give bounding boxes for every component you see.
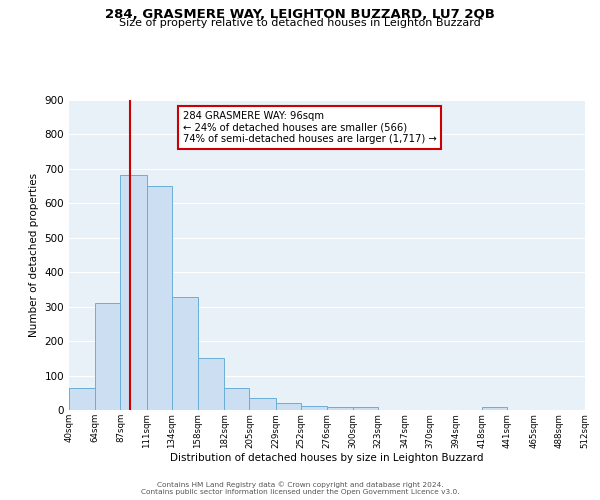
Bar bbox=[353, 407, 379, 410]
Bar bbox=[327, 407, 353, 410]
Bar bbox=[275, 403, 301, 410]
Text: Size of property relative to detached houses in Leighton Buzzard: Size of property relative to detached ho… bbox=[119, 18, 481, 28]
Text: Contains HM Land Registry data © Crown copyright and database right 2024.: Contains HM Land Registry data © Crown c… bbox=[157, 481, 443, 488]
Bar bbox=[250, 398, 275, 410]
Bar bbox=[301, 406, 327, 410]
Text: 284 GRASMERE WAY: 96sqm
← 24% of detached houses are smaller (566)
74% of semi-d: 284 GRASMERE WAY: 96sqm ← 24% of detache… bbox=[182, 111, 436, 144]
Y-axis label: Number of detached properties: Number of detached properties bbox=[29, 173, 39, 337]
X-axis label: Distribution of detached houses by size in Leighton Buzzard: Distribution of detached houses by size … bbox=[170, 453, 484, 463]
Bar bbox=[224, 388, 250, 410]
Bar bbox=[69, 388, 95, 410]
Bar bbox=[146, 186, 172, 410]
Bar bbox=[482, 407, 508, 410]
Bar bbox=[95, 303, 121, 410]
Bar bbox=[121, 174, 146, 410]
Text: Contains public sector information licensed under the Open Government Licence v3: Contains public sector information licen… bbox=[140, 489, 460, 495]
Bar bbox=[172, 297, 198, 410]
Bar bbox=[198, 358, 224, 410]
Text: 284, GRASMERE WAY, LEIGHTON BUZZARD, LU7 2QB: 284, GRASMERE WAY, LEIGHTON BUZZARD, LU7… bbox=[105, 8, 495, 20]
